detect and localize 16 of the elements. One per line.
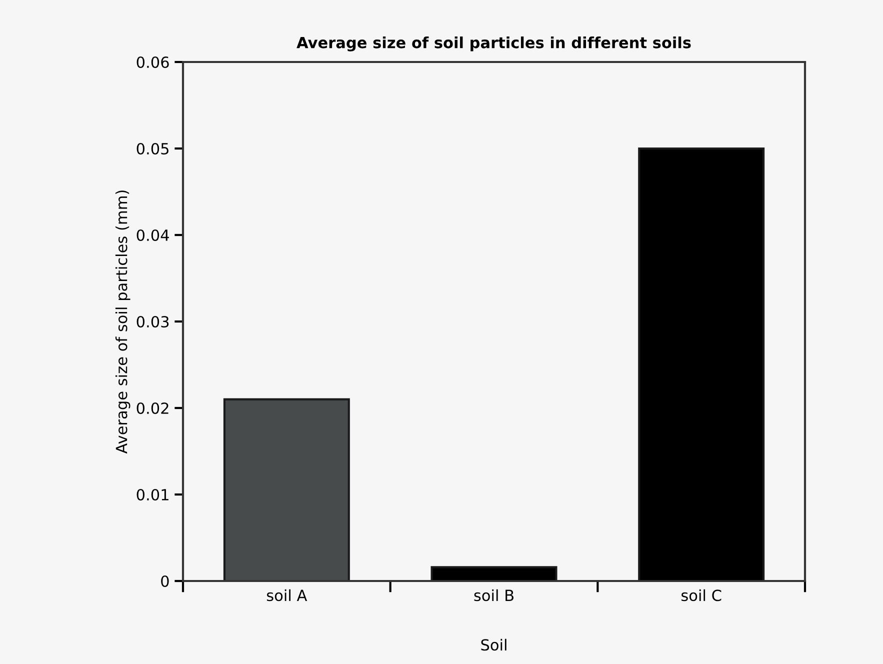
chart-title: Average size of soil particles in different soils bbox=[296, 36, 691, 52]
y-tick-label: 0.06 bbox=[136, 56, 169, 68]
x-tick-label: soil A bbox=[266, 589, 308, 602]
x-tick-label: soil C bbox=[682, 589, 722, 602]
y-tick-label: 0.02 bbox=[136, 402, 168, 414]
y-tick-label: 0.01 bbox=[136, 488, 168, 501]
y-tick-label: 0.04 bbox=[136, 229, 169, 242]
x-axis-title: Soil bbox=[481, 638, 506, 651]
y-axis-title: Average size of soil particles (mm) bbox=[115, 190, 130, 454]
bar bbox=[638, 147, 765, 581]
bar bbox=[430, 566, 558, 581]
y-tick-label: 0 bbox=[161, 575, 169, 588]
y-tick-label: 0.03 bbox=[136, 316, 169, 328]
y-tick-label: 0.05 bbox=[136, 142, 168, 155]
bar bbox=[223, 398, 350, 581]
x-tick-label: soil B bbox=[474, 589, 514, 602]
